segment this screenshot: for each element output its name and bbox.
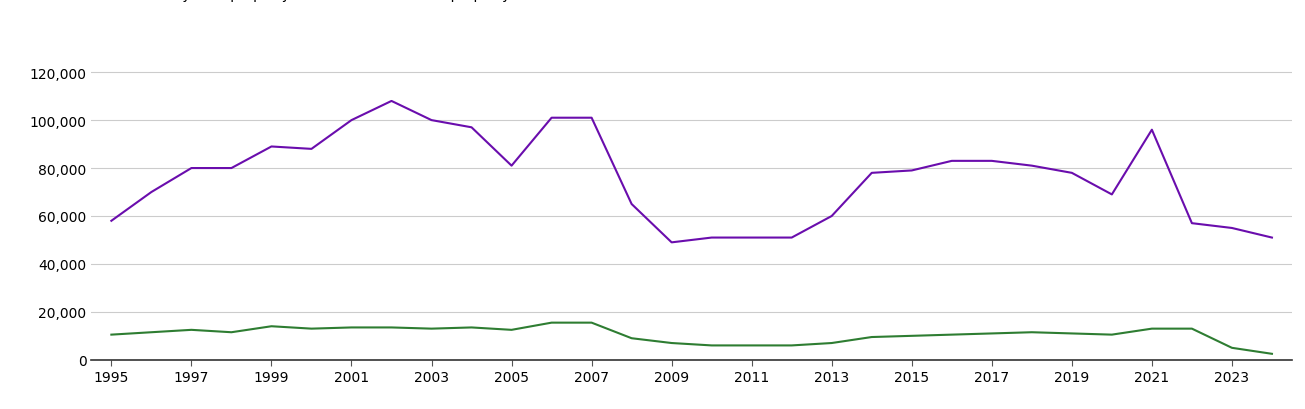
A newly built property: [984, 331, 1000, 336]
A newly built property: [304, 326, 320, 331]
An established property: [1024, 164, 1040, 169]
An established property: [583, 116, 599, 121]
A newly built property: [384, 325, 399, 330]
An established property: [944, 159, 959, 164]
A newly built property: [1184, 326, 1199, 331]
A newly built property: [103, 333, 119, 337]
An established property: [223, 166, 239, 171]
An established property: [823, 214, 839, 219]
An established property: [1104, 193, 1120, 198]
A newly built property: [823, 341, 839, 346]
An established property: [384, 99, 399, 104]
An established property: [103, 219, 119, 224]
A newly built property: [343, 325, 359, 330]
An established property: [343, 118, 359, 123]
An established property: [504, 164, 519, 169]
An established property: [424, 118, 440, 123]
A newly built property: [144, 330, 159, 335]
An established property: [624, 202, 639, 207]
A newly built property: [583, 320, 599, 325]
An established property: [1224, 226, 1240, 231]
A newly built property: [184, 328, 200, 333]
An established property: [1265, 236, 1280, 240]
A newly built property: [1024, 330, 1040, 335]
An established property: [984, 159, 1000, 164]
A newly built property: [1224, 346, 1240, 351]
An established property: [664, 240, 680, 245]
An established property: [1144, 128, 1160, 133]
An established property: [784, 236, 800, 240]
An established property: [1064, 171, 1079, 176]
A newly built property: [864, 335, 880, 339]
A newly built property: [784, 343, 800, 348]
An established property: [304, 147, 320, 152]
A newly built property: [424, 326, 440, 331]
An established property: [184, 166, 200, 171]
A newly built property: [1265, 351, 1280, 356]
A newly built property: [463, 325, 479, 330]
An established property: [144, 190, 159, 195]
A newly built property: [703, 343, 719, 348]
A newly built property: [223, 330, 239, 335]
A newly built property: [624, 336, 639, 341]
A newly built property: [664, 341, 680, 346]
Line: A newly built property: A newly built property: [111, 323, 1272, 354]
A newly built property: [904, 334, 920, 339]
An established property: [864, 171, 880, 176]
A newly built property: [1144, 326, 1160, 331]
An established property: [463, 126, 479, 130]
A newly built property: [544, 320, 560, 325]
A newly built property: [1064, 331, 1079, 336]
An established property: [544, 116, 560, 121]
An established property: [264, 145, 279, 150]
Line: An established property: An established property: [111, 102, 1272, 243]
An established property: [703, 236, 719, 240]
Legend: A newly built property, An established property: A newly built property, An established p…: [98, 0, 510, 2]
An established property: [744, 236, 760, 240]
A newly built property: [264, 324, 279, 329]
A newly built property: [944, 333, 959, 337]
An established property: [1184, 221, 1199, 226]
A newly built property: [1104, 333, 1120, 337]
A newly built property: [504, 328, 519, 333]
A newly built property: [744, 343, 760, 348]
An established property: [904, 169, 920, 173]
